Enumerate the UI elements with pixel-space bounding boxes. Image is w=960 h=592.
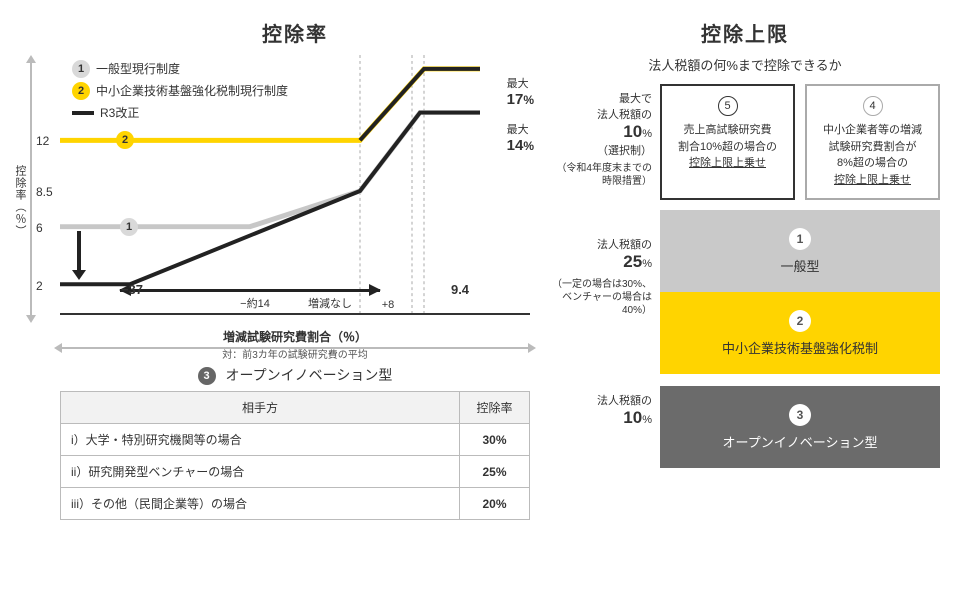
left-title: 控除率 [60, 18, 530, 47]
ytick-2: 2 [36, 279, 43, 293]
ytick-12: 12 [36, 134, 49, 148]
oi-th2: 控除率 [460, 392, 530, 424]
box-5: 5 売上高試験研究費 割合10%超の場合の 控除上限上乗せ [660, 84, 795, 200]
cap-stack: 1 一般型 2 中小企業技術基盤強化税制 3 オープンイノベーション型 [660, 210, 940, 468]
x-caption: 増減試験研究費割合（％） [60, 328, 530, 345]
right-title: 控除上限 [550, 18, 940, 47]
x-caption2: 対：前3カ年の試験研究費の平均 [60, 346, 530, 361]
x-ann-p8: +8 [382, 299, 395, 311]
x-ann-m14: −約14 [240, 295, 270, 311]
right-subtitle: 法人税額の何%まで控除できるか [550, 55, 940, 74]
block-oi: 3 オープンイノベーション型 [660, 386, 940, 468]
block-general: 1 一般型 [660, 210, 940, 292]
box-4: 4 中小企業者等の増減 試験研究費割合が 8%超の場合の 控除上限上乗せ [805, 84, 940, 200]
x-ann-p94: 9.4 [451, 282, 469, 297]
right-labels-col: 最大で 法人税額の 10% （選択制） （令和4年度末までの時限措置） 法人税額… [550, 84, 660, 468]
y-axis-arrow [30, 63, 32, 315]
ytick-85: 8.5 [36, 185, 53, 199]
chart-svg [60, 55, 530, 313]
ytick-6: 6 [36, 221, 43, 235]
down-arrow-icon [74, 231, 84, 279]
table-row: iii）その他（民間企業等）の場合20% [61, 488, 530, 520]
deduction-rate-panel: 控除率 控除率（％） 1一般型現行制度 2中小企業技術基盤強化税制現行制度 R3… [0, 0, 540, 592]
x-ann-zero: 増減なし [308, 295, 352, 311]
plot-area: 1一般型現行制度 2中小企業技術基盤強化税制現行制度 R3改正 12 8.5 6… [60, 55, 530, 315]
table-row: i）大学・特別研究機関等の場合30% [61, 424, 530, 456]
block-sme: 2 中小企業技術基盤強化税制 [660, 292, 940, 374]
bonus-boxes: 5 売上高試験研究費 割合10%超の場合の 控除上限上乗せ 4 中小企業者等の増… [660, 84, 940, 200]
line-badge-1: 1 [120, 218, 138, 236]
range-arrow [120, 285, 380, 295]
table-row: ii）研究開発型ベンチャーの場合25% [61, 456, 530, 488]
oi-th1: 相手方 [61, 392, 460, 424]
badge-3: 3 [198, 367, 216, 385]
y-axis-label: 控除率（％） [12, 165, 28, 237]
line-badge-2: 2 [116, 131, 134, 149]
deduction-cap-panel: 控除上限 法人税額の何%まで控除できるか 最大で 法人税額の 10% （選択制）… [540, 0, 960, 592]
x-ann-m37: −37 [121, 282, 143, 297]
oi-heading: 3 オープンイノベーション型 [60, 365, 530, 385]
rate-chart: 控除率（％） 1一般型現行制度 2中小企業技術基盤強化税制現行制度 R3改正 1… [60, 55, 530, 355]
oi-table: 相手方控除率 i）大学・特別研究機関等の場合30% ii）研究開発型ベンチャーの… [60, 391, 530, 520]
